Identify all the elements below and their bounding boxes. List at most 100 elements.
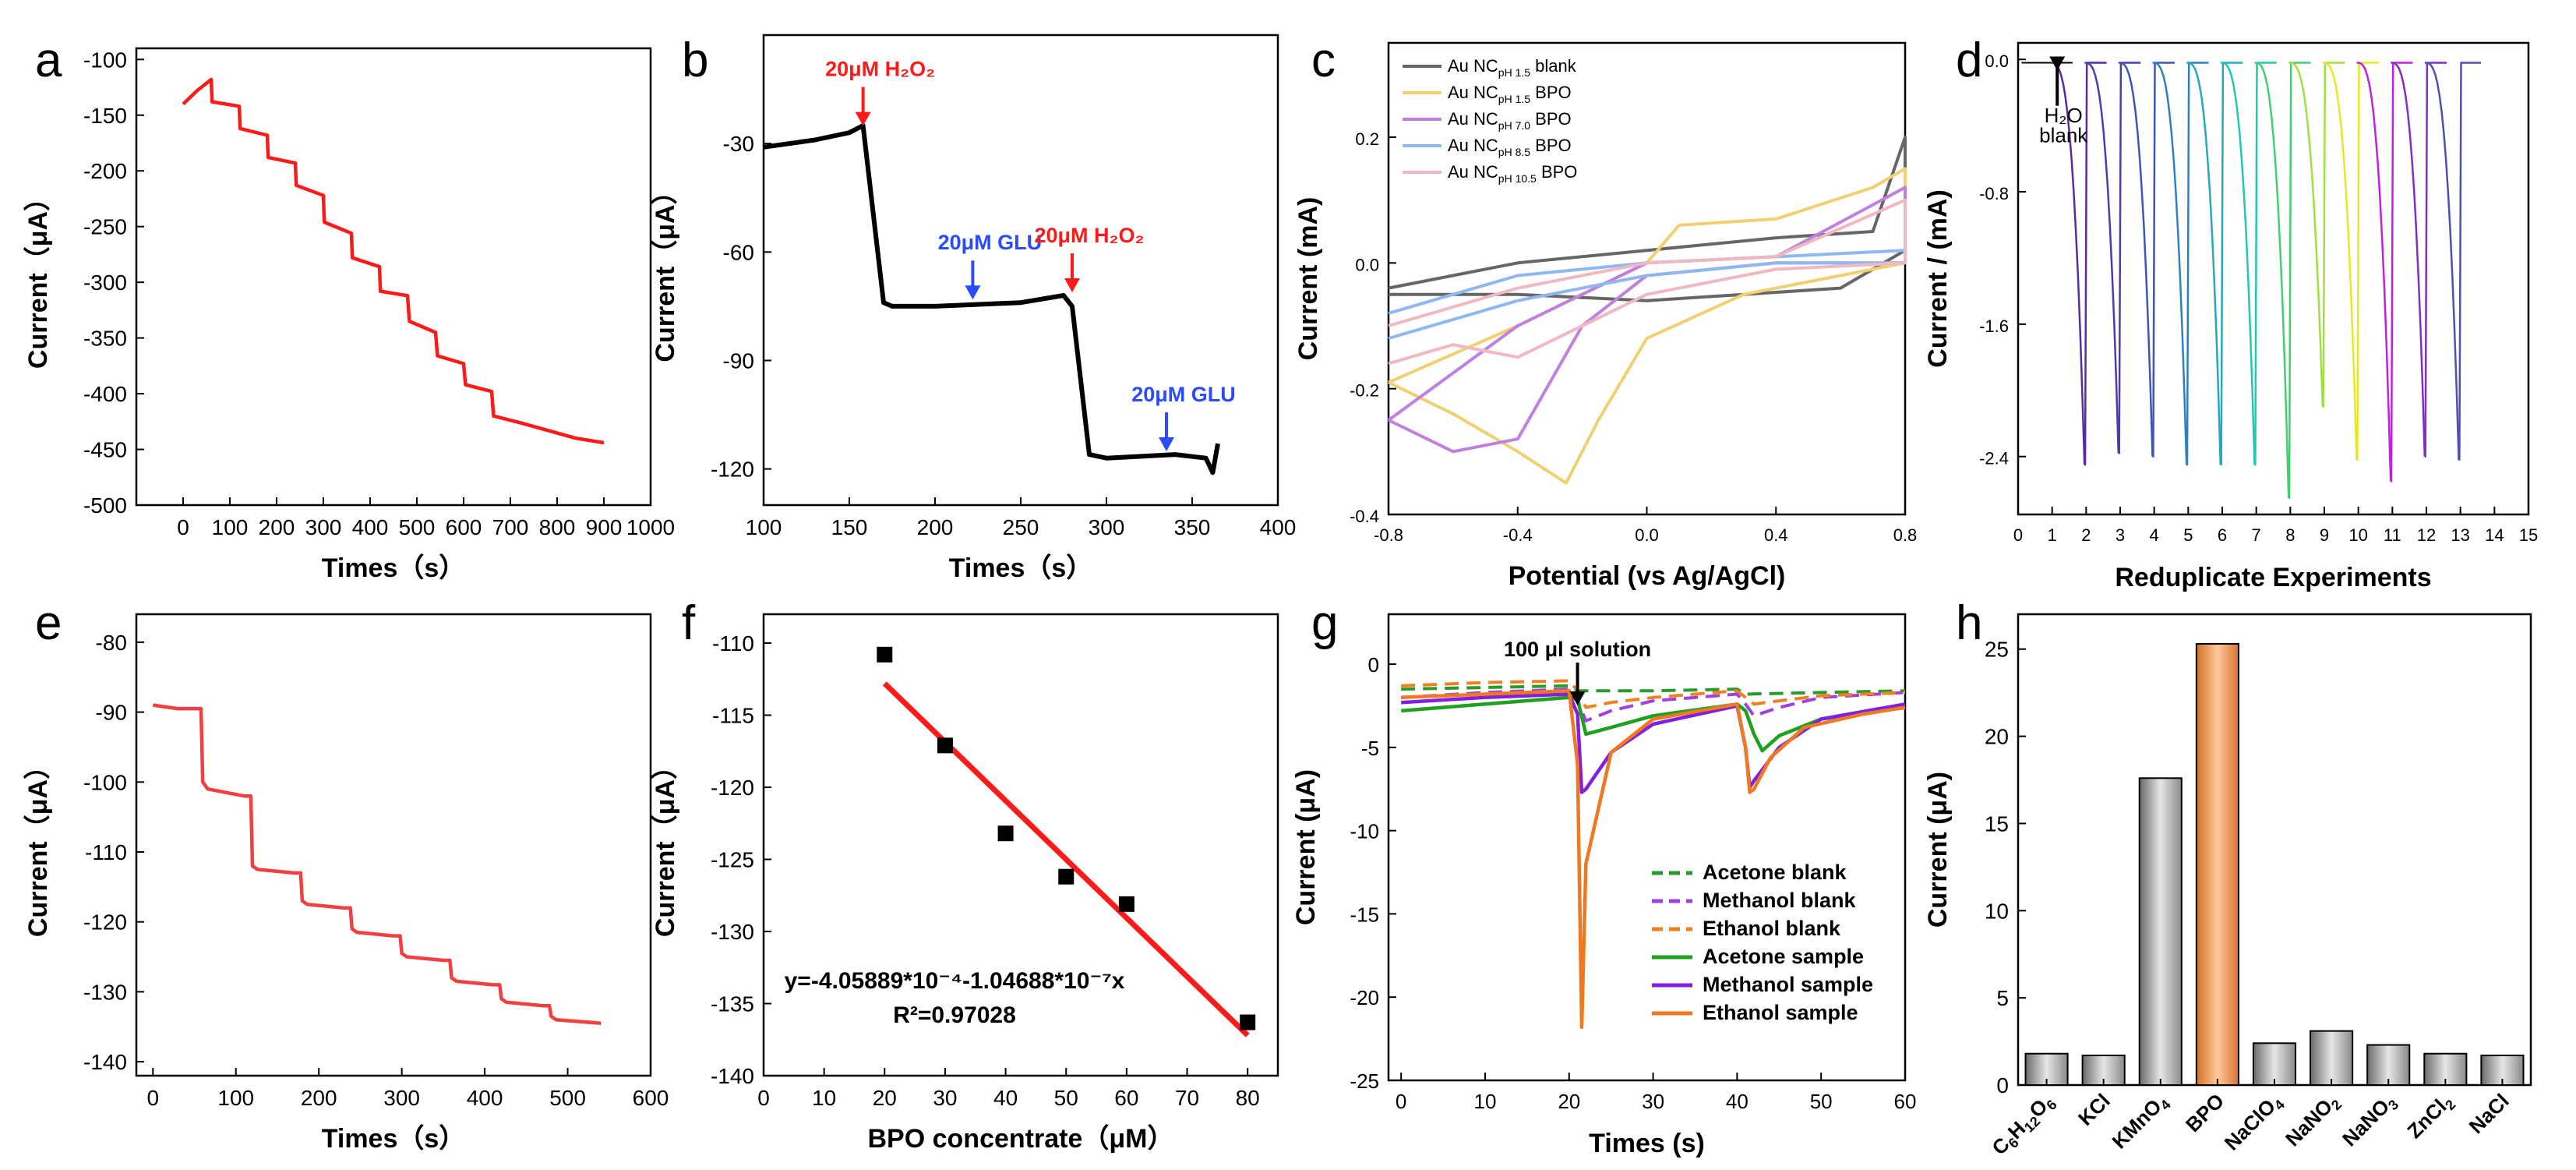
y-tick-label: -0.4: [1350, 507, 1379, 526]
series-line-2: [1401, 688, 1906, 723]
legend-label: Au NCpH 8.5 BPO: [1448, 136, 1572, 158]
x-tick-label: -0.8: [1374, 525, 1403, 545]
x-tick-label: 200: [917, 515, 954, 539]
panel-label-d: d: [1956, 34, 1982, 87]
annotation-arrowhead: [965, 285, 981, 300]
annotation-label: 20μM GLU: [938, 231, 1043, 254]
legend-suffix: BPO: [1530, 83, 1572, 102]
x-tick-label: 150: [831, 515, 868, 539]
panel-label-g: g: [1311, 596, 1338, 650]
data-point: [997, 825, 1014, 842]
x-tick-label: 9: [2320, 525, 2329, 545]
y-tick-label: -150: [83, 104, 127, 128]
legend-base: Au NC: [1448, 56, 1498, 76]
x-tick-label: 400: [352, 515, 389, 539]
x-axis-label: Reduplicate Experiments: [2115, 563, 2431, 592]
y-axis-label: Current (mA): [1293, 197, 1323, 361]
x-tick-label: 0.4: [1764, 525, 1788, 545]
panel-label-b: b: [682, 34, 708, 87]
y-tick-label: -60: [723, 240, 754, 264]
y-tick-label: -10: [1350, 820, 1379, 843]
y-tick-label: -110: [712, 631, 754, 656]
annotation-arrowhead: [1569, 691, 1586, 705]
data-point: [1118, 896, 1134, 912]
x-axis-label: Times（s）: [322, 1123, 466, 1154]
legend-label: Ethanol blank: [1703, 917, 1841, 940]
y-tick-label: 0.2: [1355, 129, 1379, 149]
x-tick-label: C6H12O6: [1987, 1089, 2059, 1161]
bar-6: [2310, 1030, 2354, 1086]
plot-frame: [135, 613, 652, 1077]
y-tick-label: -130: [83, 980, 127, 1004]
y-axis-label: Current（μA）: [23, 185, 53, 369]
x-tick-label: 2: [2081, 525, 2091, 545]
y-tick-label: -120: [83, 910, 127, 935]
legend-label: Au NCpH 10.5 BPO: [1448, 162, 1577, 185]
x-axis-label: Times（s）: [322, 553, 466, 583]
x-tick-label: 0: [1396, 1090, 1406, 1113]
y-tick-label: -5: [1361, 737, 1379, 760]
x-tick-label: 15: [2519, 525, 2538, 545]
y-axis-label: Current（μA）: [650, 178, 680, 362]
data-point: [877, 646, 893, 663]
x-axis-label: Potential (vs Ag/AgCl): [1509, 561, 1786, 591]
label-base: BPO: [2181, 1089, 2228, 1136]
spike-decay-13: [2424, 62, 2460, 460]
y-tick-label: 0.0: [1985, 51, 2009, 71]
bar-5: [2252, 1042, 2297, 1087]
x-tick-label: 400: [467, 1086, 503, 1110]
legend-sub: pH 10.5: [1498, 172, 1537, 185]
spike-edge-4: [2152, 62, 2175, 458]
plot-frame: [762, 34, 1279, 507]
x-tick-label: 7: [2252, 525, 2261, 545]
legend-label: Acetone sample: [1703, 945, 1864, 968]
spike-decay-12: [2391, 62, 2426, 457]
legend-suffix: blank: [1530, 56, 1577, 76]
x-tick-label: 400: [1260, 515, 1297, 539]
x-tick-label: 700: [492, 515, 529, 539]
panel-a: 0 100 200 300 400 500 600 700 800 900 1000 -500 -450…: [23, 47, 675, 583]
y-tick-label: -135: [711, 992, 754, 1016]
spike-edge-12: [2424, 62, 2447, 458]
x-tick-label: 600: [446, 515, 482, 539]
annotation-arrowhead: [2049, 56, 2066, 71]
y-tick-label: -30: [723, 132, 754, 156]
spike-edge-7: [2254, 62, 2277, 466]
y-tick-label: -200: [83, 159, 127, 183]
series-line-6: [1401, 688, 1906, 1029]
y-tick-label: -140: [711, 1064, 754, 1088]
y-tick-label: -110: [85, 840, 127, 864]
y-tick-label: -140: [83, 1050, 127, 1074]
x-tick-label: 100: [217, 1086, 254, 1110]
x-tick-label: 800: [539, 515, 576, 539]
x-tick-label: 100: [746, 515, 782, 539]
y-tick-label: -250: [83, 215, 127, 239]
y-tick-label: -100: [83, 770, 127, 794]
series-line-3: [1401, 679, 1906, 709]
spike-edge-6: [2220, 62, 2243, 466]
legend-sub: pH 7.0: [1498, 119, 1530, 132]
data-point: [937, 737, 953, 754]
x-tick-label: NaNO3: [2338, 1089, 2401, 1153]
y-tick-label: -125: [711, 848, 754, 872]
x-tick-label: 0: [177, 515, 189, 539]
spike-decay-6: [2186, 62, 2222, 465]
spike-decay-3: [2084, 62, 2120, 454]
x-tick-label: 60: [1114, 1086, 1138, 1110]
x-tick-label: 600: [633, 1086, 669, 1110]
spike-decay-4: [2118, 62, 2154, 457]
panel-c: -0.8 -0.4 0.0 0.4 0.8-0.4-0.20.00.2Potential…: [1293, 41, 1917, 591]
plot-frame: [1387, 613, 1907, 1082]
panel-label-f: f: [682, 596, 696, 650]
x-tick-label: 350: [1174, 515, 1211, 539]
legend-base: Au NC: [1448, 83, 1498, 102]
x-tick-label: -0.4: [1503, 525, 1533, 545]
spike-edge-10: [2356, 62, 2379, 461]
legend-suffix: BPO: [1537, 162, 1578, 182]
series-line-1: [1401, 684, 1906, 696]
x-tick-label: 0: [757, 1086, 770, 1110]
y-tick-label: 20: [1985, 725, 2009, 749]
y-axis-label: Current（μA）: [650, 753, 680, 937]
plot-frame: [2017, 613, 2532, 1087]
spike-decay-7: [2220, 62, 2256, 465]
